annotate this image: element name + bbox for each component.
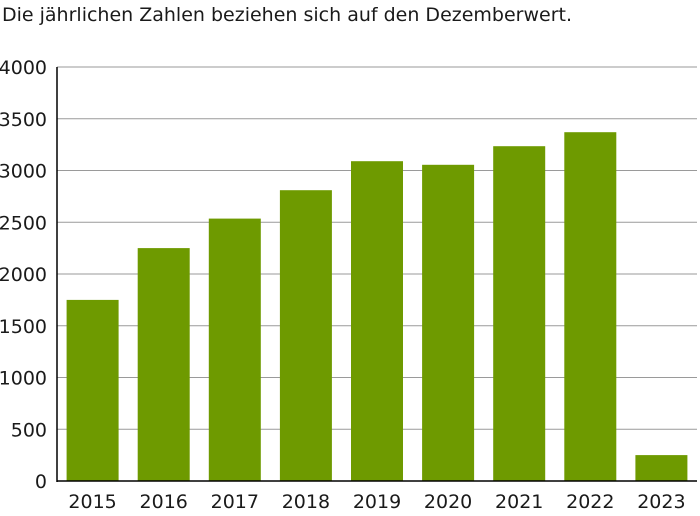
bar-2020	[422, 164, 475, 482]
bars	[66, 132, 688, 482]
x-tick-label-2015: 2015	[68, 491, 116, 513]
y-tick-label-0: 0	[35, 471, 47, 493]
y-tick-label-2500: 2500	[0, 212, 47, 234]
y-tick-labels: 0 500 1000 1500 2000 2500 3000 3500 4000	[0, 57, 47, 493]
x-tick-labels: 2015 2016 2017 2018 2019 2020 2021 2022 2023	[68, 491, 685, 513]
bar-2017	[208, 218, 261, 481]
x-tick-label-2022: 2022	[566, 491, 614, 513]
y-tick-label-500: 500	[11, 419, 47, 441]
bar-2015	[66, 299, 119, 481]
bar-2023	[635, 455, 688, 481]
y-tick-label-1000: 1000	[0, 368, 47, 390]
x-tick-label-2017: 2017	[211, 491, 259, 513]
axes	[56, 67, 697, 482]
bar-2018	[279, 190, 332, 481]
bar-2022	[564, 132, 617, 481]
x-tick-label-2019: 2019	[353, 491, 401, 513]
x-tick-label-2020: 2020	[424, 491, 472, 513]
bar-2019	[351, 161, 403, 481]
y-tick-label-4000: 4000	[0, 57, 47, 79]
x-tick-label-2023: 2023	[637, 491, 685, 513]
x-tick-label-2016: 2016	[140, 491, 188, 513]
x-tick-label-2021: 2021	[495, 491, 543, 513]
y-tick-label-3500: 3500	[0, 109, 47, 131]
y-tick-label-3000: 3000	[0, 161, 47, 183]
x-tick-label-2018: 2018	[282, 491, 330, 513]
y-tick-label-2000: 2000	[0, 264, 47, 286]
bar-2016	[137, 248, 190, 481]
chart-subtitle: Die jährlichen Zahlen beziehen sich auf …	[2, 4, 573, 26]
bar-2021	[493, 146, 546, 481]
y-tick-label-1500: 1500	[0, 316, 47, 338]
